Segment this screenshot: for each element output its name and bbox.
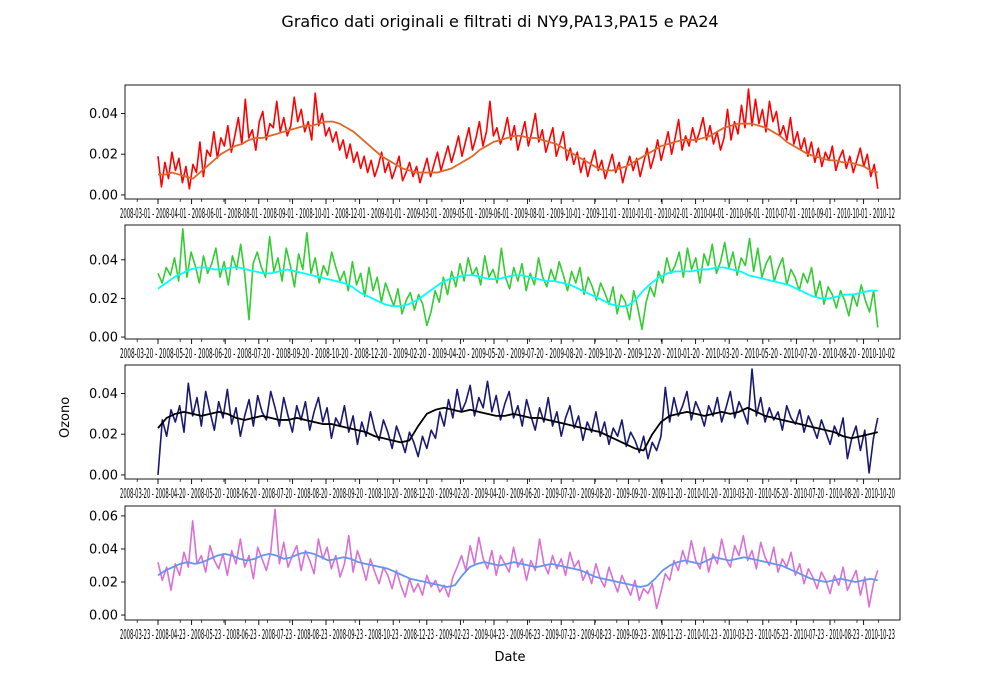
subplot-3: 0.00 0.02 0.04 2008-03-20 - 2008-04-20 - 20…: [89, 364, 901, 502]
x-tick-labels: 2008-03-20 - 2008-05-20 - 2008-06-20 - 2…: [120, 347, 895, 362]
series-line-2-1: [157, 228, 879, 331]
y-tick-label: 0.00: [89, 609, 118, 624]
subplot-2: 0.00 0.02 0.04 2008-03-20 - 2008-05-20 - 20…: [89, 224, 901, 362]
series-line-1-1: [157, 88, 879, 190]
series-line-3-1: [157, 368, 879, 475]
subplot-4: 0.00 0.02 0.04 0.06 2008-03-23 - 2008-04-23 …: [89, 505, 901, 643]
axes-frame: [124, 505, 901, 621]
y-tick-label: 0.04: [89, 542, 118, 557]
y-tick-label: 0.06: [89, 509, 118, 524]
series-line-2-2: [157, 266, 878, 308]
axes-frame: [124, 84, 901, 200]
x-axis-label: Date: [494, 650, 526, 665]
subplot-1: 0.00 0.02 0.04 2008-03-01 - 2008-04-01 - 20…: [89, 84, 901, 222]
y-tick-label: 0.04: [89, 253, 118, 268]
figure-title: Grafico dati originali e filtrati di NY9…: [281, 12, 719, 31]
axes-frame: [124, 364, 901, 480]
x-tick-labels: 2008-03-20 - 2008-04-20 - 2008-05-20 - 2…: [120, 487, 895, 502]
series-line-4-1: [157, 508, 879, 610]
series-line-1-2: [157, 120, 879, 180]
y-tick-label: 0.04: [89, 387, 118, 402]
series-line-3-2: [157, 406, 878, 452]
y-tick-label: 0.02: [89, 148, 118, 163]
y-tick-label: 0.00: [89, 468, 118, 483]
y-tick-label: 0.02: [89, 292, 118, 307]
y-tick-label: 0.00: [89, 331, 118, 346]
x-tick-labels: 2008-03-01 - 2008-04-01 - 2008-06-01 - 2…: [120, 207, 895, 222]
y-tick-label: 0.02: [89, 428, 118, 443]
y-tick-label: 0.02: [89, 576, 118, 591]
y-tick-label: 0.04: [89, 107, 118, 122]
x-tick-labels: 2008-03-23 - 2008-04-23 - 2008-05-23 - 2…: [120, 628, 895, 643]
series-line-4-2: [157, 551, 878, 588]
axes-frame: [124, 224, 901, 340]
y-tick-label: 0.00: [89, 188, 118, 203]
